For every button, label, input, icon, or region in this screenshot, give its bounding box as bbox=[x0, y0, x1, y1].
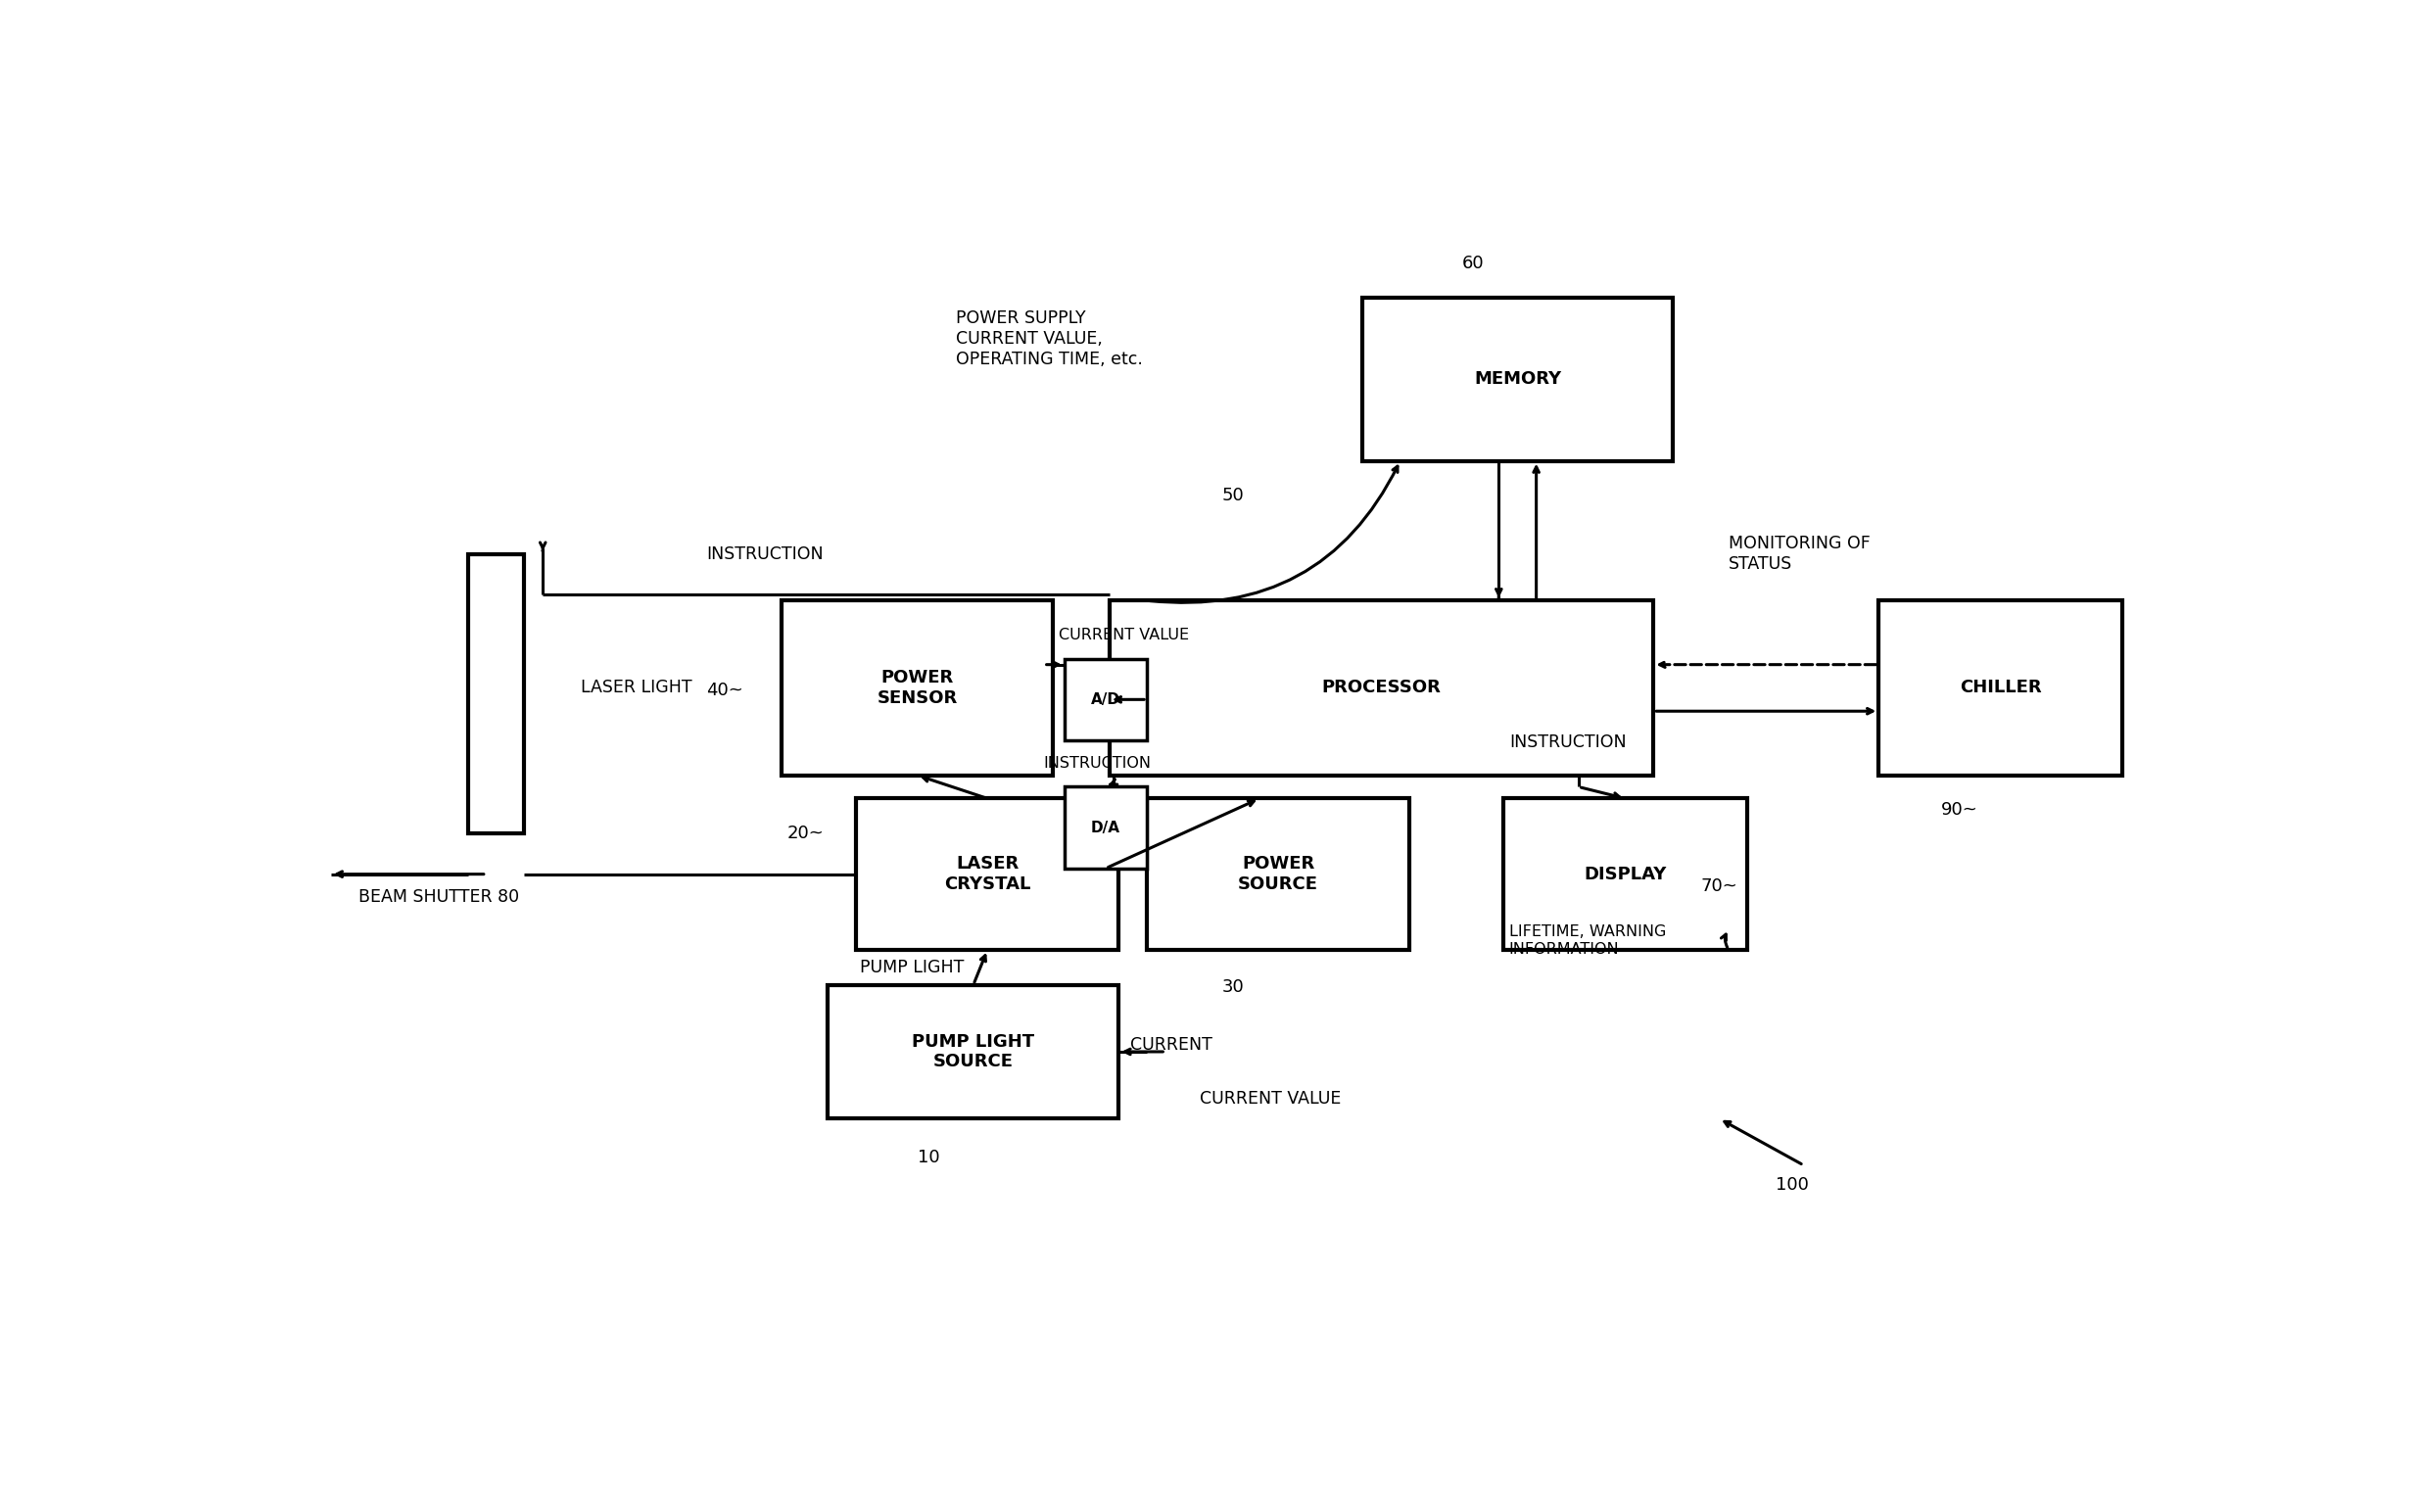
Text: POWER SUPPLY
CURRENT VALUE,
OPERATING TIME, etc.: POWER SUPPLY CURRENT VALUE, OPERATING TI… bbox=[956, 310, 1143, 367]
Text: INSTRUCTION: INSTRUCTION bbox=[707, 546, 823, 562]
Text: A/D: A/D bbox=[1092, 692, 1121, 708]
Text: PUMP LIGHT: PUMP LIGHT bbox=[859, 959, 964, 977]
Text: CURRENT VALUE: CURRENT VALUE bbox=[1198, 1090, 1341, 1108]
FancyBboxPatch shape bbox=[782, 600, 1053, 776]
Text: 60: 60 bbox=[1462, 254, 1484, 272]
Text: CURRENT: CURRENT bbox=[1131, 1037, 1213, 1054]
Text: INSTRUCTION: INSTRUCTION bbox=[1508, 733, 1627, 751]
Text: 50: 50 bbox=[1223, 487, 1244, 505]
Text: LASER LIGHT: LASER LIGHT bbox=[581, 679, 692, 697]
Text: MEMORY: MEMORY bbox=[1474, 370, 1562, 389]
Text: PROCESSOR: PROCESSOR bbox=[1322, 679, 1440, 697]
FancyBboxPatch shape bbox=[828, 984, 1119, 1119]
FancyBboxPatch shape bbox=[1503, 798, 1748, 950]
Text: 20~: 20~ bbox=[787, 824, 823, 842]
Text: LASER
CRYSTAL: LASER CRYSTAL bbox=[944, 856, 1031, 894]
FancyBboxPatch shape bbox=[857, 798, 1119, 950]
FancyBboxPatch shape bbox=[467, 553, 523, 833]
Text: BEAM SHUTTER 80: BEAM SHUTTER 80 bbox=[358, 888, 521, 906]
Text: MONITORING OF
STATUS: MONITORING OF STATUS bbox=[1729, 535, 1871, 573]
Text: POWER
SENSOR: POWER SENSOR bbox=[876, 668, 956, 708]
Text: CURRENT VALUE: CURRENT VALUE bbox=[1058, 627, 1189, 643]
Text: PUMP LIGHT
SOURCE: PUMP LIGHT SOURCE bbox=[913, 1033, 1034, 1070]
Text: 10: 10 bbox=[918, 1148, 939, 1166]
FancyBboxPatch shape bbox=[1363, 298, 1673, 461]
Text: 90~: 90~ bbox=[1942, 801, 1978, 820]
Text: INSTRUCTION: INSTRUCTION bbox=[1043, 756, 1152, 771]
FancyBboxPatch shape bbox=[1148, 798, 1409, 950]
FancyBboxPatch shape bbox=[1065, 786, 1148, 868]
Text: 30: 30 bbox=[1223, 978, 1244, 996]
Text: LIFETIME, WARNING
INFORMATION: LIFETIME, WARNING INFORMATION bbox=[1508, 925, 1666, 957]
Text: 40~: 40~ bbox=[707, 682, 743, 699]
Text: D/A: D/A bbox=[1092, 820, 1121, 835]
Text: POWER
SOURCE: POWER SOURCE bbox=[1237, 856, 1319, 894]
FancyBboxPatch shape bbox=[1065, 659, 1148, 741]
Text: CHILLER: CHILLER bbox=[1959, 679, 2041, 697]
Text: 70~: 70~ bbox=[1700, 877, 1738, 895]
FancyBboxPatch shape bbox=[1879, 600, 2123, 776]
FancyBboxPatch shape bbox=[1109, 600, 1654, 776]
Text: DISPLAY: DISPLAY bbox=[1583, 865, 1666, 883]
Text: 100: 100 bbox=[1775, 1176, 1808, 1194]
